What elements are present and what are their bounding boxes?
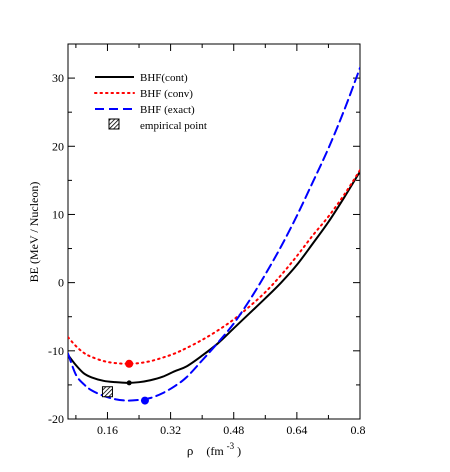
- x-tick-label: 0.16: [97, 423, 118, 437]
- series-line-1: [68, 169, 360, 365]
- plot-frame: [67, 43, 361, 420]
- series-layer: [68, 66, 360, 402]
- empirical-point-marker: [101, 386, 113, 398]
- x-tick-label: 0.32: [160, 423, 181, 437]
- y-axis-label: BE (MeV / Nucleon): [27, 182, 41, 283]
- legend-label-bhf-exact: BHF (exact): [140, 104, 195, 116]
- y-tick-label: 20: [52, 139, 64, 153]
- x-axis-label: ρ (fm -3 ): [187, 438, 241, 458]
- x-axis-unit-exponent: -3: [227, 441, 235, 451]
- y-tick-label: -10: [48, 344, 64, 358]
- minimum-marker-2: [140, 396, 149, 405]
- series-line-0: [68, 170, 360, 384]
- legend-swatch-empirical-point: [108, 118, 120, 130]
- series-line-2: [68, 66, 360, 402]
- x-tick-label: 0.48: [223, 423, 244, 437]
- markers-layer: [101, 359, 149, 405]
- y-tick-label: 0: [58, 276, 64, 290]
- legend-label-bhf-cont: BHF(cont): [140, 72, 188, 84]
- legend-label-empirical-point: empirical point: [140, 120, 207, 132]
- legend-label-bhf-conv: BHF (conv): [140, 88, 193, 100]
- y-tick-label: 30: [52, 71, 64, 85]
- x-axis-unit-close: ): [237, 444, 241, 458]
- minimum-marker-1: [126, 380, 132, 386]
- x-axis-symbol: ρ: [187, 443, 194, 458]
- x-tick-label: 0.64: [286, 423, 307, 437]
- legend: BHF(cont) BHF (conv) BHF (exact) empiric…: [94, 72, 207, 132]
- x-tick-label: 0.8: [351, 423, 366, 437]
- minimum-marker-0: [125, 359, 134, 368]
- ticks-layer: 0.16 0.32 0.48 0.64 0.8 -20 -10 0 10 20 30: [48, 44, 366, 437]
- y-tick-label: 10: [52, 207, 64, 221]
- y-tick-label: -20: [48, 412, 64, 426]
- x-axis-unit: (fm: [206, 444, 224, 458]
